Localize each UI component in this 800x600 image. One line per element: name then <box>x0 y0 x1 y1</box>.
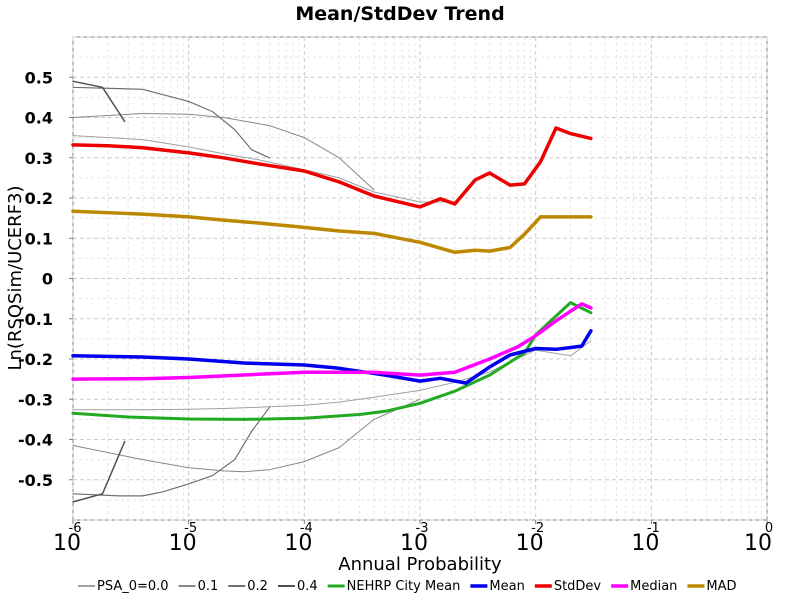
y-axis-ticks: -0.5 -0.4 -0.3 -0.2 -0.1 0 0.1 0.2 0.3 0.4 0.5 <box>18 68 73 490</box>
x-tick-label: 10 <box>516 531 544 556</box>
x-tick-label: 10 <box>400 531 428 556</box>
legend-label: 0.1 <box>198 579 219 594</box>
series-line <box>72 406 271 497</box>
y-tick-label: 0.5 <box>25 68 53 87</box>
x-tick-exponent: -5 <box>184 521 197 536</box>
x-axis-label: Annual Probability <box>338 554 502 575</box>
x-tick-label: 10 <box>284 531 312 556</box>
x-tick-exponent: -1 <box>647 521 660 536</box>
chart-title: Mean/StdDev Trend <box>295 3 504 25</box>
series-line <box>72 440 126 503</box>
y-tick-label: -0.1 <box>18 310 53 329</box>
y-tick-label: 0.1 <box>25 229 53 248</box>
series-layer <box>71 80 593 503</box>
y-tick-label: 0.2 <box>25 189 53 208</box>
series-line <box>72 80 126 123</box>
y-tick-label: -0.3 <box>18 390 53 409</box>
x-tick-label: 10 <box>631 531 659 556</box>
legend-label: Median <box>630 579 677 594</box>
x-tick-exponent: -4 <box>300 521 313 536</box>
series-line <box>71 329 593 385</box>
series-line <box>71 126 593 209</box>
x-tick-label: 10 <box>169 531 197 556</box>
series-line <box>71 209 593 255</box>
legend: PSA_0=0.0 0.1 0.2 0.4 NEHRP City Mean Mean Std… <box>78 579 737 594</box>
y-tick-label: 0.4 <box>25 109 53 128</box>
x-tick-exponent: 0 <box>765 521 773 536</box>
legend-label: MAD <box>706 579 736 594</box>
legend-label: 0.4 <box>297 579 318 594</box>
series-line <box>71 302 593 381</box>
legend-label: PSA_0=0.0 <box>97 579 169 594</box>
y-tick-label: -0.2 <box>18 350 53 369</box>
x-tick-exponent: -2 <box>531 521 544 536</box>
series-line <box>72 113 375 191</box>
x-tick-exponent: -3 <box>416 521 429 536</box>
x-tick-label: 10 <box>53 531 81 556</box>
legend-label: 0.2 <box>247 579 268 594</box>
series-line <box>72 86 271 159</box>
y-tick-label: -0.5 <box>18 471 53 490</box>
legend-label: Mean <box>489 579 524 594</box>
series-line <box>72 398 421 473</box>
y-tick-label: 0 <box>42 270 53 289</box>
y-axis-label: Ln(RSQSim/UCERF3) <box>5 185 26 370</box>
series-line <box>72 135 456 203</box>
x-tick-label: 10 <box>744 531 772 556</box>
legend-label: StdDev <box>554 579 602 594</box>
y-tick-label: 0.3 <box>25 149 53 168</box>
x-tick-exponent: -6 <box>69 521 82 536</box>
y-tick-label: -0.4 <box>18 431 53 450</box>
legend-label: NEHRP City Mean <box>347 579 461 594</box>
